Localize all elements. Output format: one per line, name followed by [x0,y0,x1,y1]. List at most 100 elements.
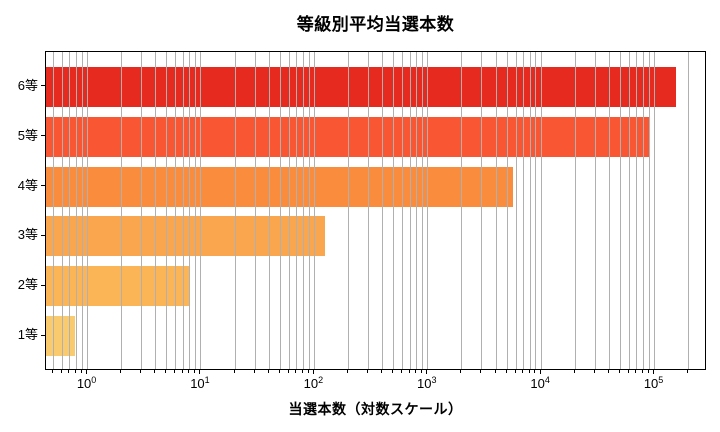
minor-gridline [268,52,270,369]
x-minor-tick-mark [278,370,280,373]
bar [46,266,190,307]
y-tick-label: 3等 [17,227,38,243]
minor-gridline [296,52,298,369]
minor-gridline [688,52,690,369]
major-gridline [654,52,656,369]
minor-gridline [506,52,508,369]
minor-gridline [481,52,483,369]
x-minor-tick-mark [494,370,496,373]
x-minor-tick-mark [381,370,383,373]
x-minor-tick-mark [460,370,462,373]
x-minor-tick-mark [618,370,620,373]
x-tick-label: 101 [190,375,210,391]
minor-gridline [348,52,349,369]
y-tick-label: 5等 [17,127,38,143]
y-tick-mark [41,135,45,137]
x-minor-tick-mark [188,370,190,373]
minor-gridline [302,52,304,369]
minor-gridline [636,52,638,369]
x-minor-tick-mark [534,370,536,373]
x-minor-tick-mark [642,370,644,373]
bar [46,216,326,257]
minor-gridline [155,52,157,369]
y-tick-mark [41,185,45,187]
minor-gridline [574,52,576,369]
x-minor-tick-mark [522,370,524,373]
minor-gridline [367,52,369,369]
minor-gridline [76,52,78,369]
x-minor-tick-mark [174,370,176,373]
x-minor-tick-mark [635,370,637,373]
minor-gridline [628,52,630,369]
minor-gridline [308,52,310,369]
y-tick-label: 4等 [17,177,38,193]
minor-gridline [594,52,596,369]
major-gridline [313,52,315,369]
x-minor-tick-mark [253,370,255,373]
x-minor-tick-mark [607,370,609,373]
minor-gridline [648,52,650,369]
x-minor-tick-mark [528,370,530,373]
y-tick-label: 1等 [17,327,38,343]
minor-gridline [189,52,191,369]
minor-gridline [495,52,497,369]
minor-gridline [416,52,418,369]
x-minor-tick-mark [514,370,516,373]
x-minor-tick-mark [366,370,368,373]
major-gridline [200,52,202,369]
plot-area [45,51,706,370]
major-gridline [427,52,429,369]
x-minor-tick-mark [392,370,394,373]
x-tick-label: 105 [643,375,664,391]
minor-gridline [523,52,525,369]
bar [46,316,76,357]
x-minor-tick-mark [415,370,417,373]
minor-gridline [61,52,63,369]
bar [46,166,513,207]
x-minor-tick-mark [295,370,297,373]
x-tick-label: 104 [530,375,550,391]
bar [46,116,650,157]
minor-gridline [195,52,197,369]
x-major-tick-mark [426,370,428,374]
minor-gridline [461,52,463,369]
minor-gridline [121,52,123,369]
x-minor-tick-mark [75,370,77,373]
x-minor-tick-mark [51,370,53,373]
x-minor-tick-mark [401,370,403,373]
minor-gridline [69,52,71,369]
minor-gridline [409,52,411,369]
minor-gridline [608,52,610,369]
bar [46,66,677,107]
x-minor-tick-mark [347,370,348,373]
minor-gridline [254,52,256,369]
x-minor-tick-mark [181,370,183,373]
x-minor-tick-mark [627,370,629,373]
minor-gridline [619,52,621,369]
x-minor-tick-mark [307,370,309,373]
x-tick-label: 100 [76,375,97,391]
x-major-tick-mark [86,370,88,374]
x-major-tick-mark [312,370,314,374]
x-minor-tick-mark [573,370,575,373]
x-axis-label: 当選本数（対数スケール） [288,401,463,417]
x-minor-tick-mark [140,370,142,373]
minor-gridline [643,52,645,369]
minor-gridline [182,52,184,369]
x-minor-tick-mark [408,370,410,373]
minor-gridline [422,52,424,369]
x-minor-tick-mark [80,370,82,373]
x-major-tick-mark [653,370,655,374]
x-tick-label: 102 [303,375,324,391]
x-minor-tick-mark [301,370,303,373]
minor-gridline [52,52,54,369]
minor-gridline [234,52,236,369]
x-minor-tick-mark [267,370,269,373]
y-tick-label: 2等 [17,277,38,293]
x-tick-label: 103 [417,375,437,391]
minor-gridline [393,52,395,369]
minor-gridline [515,52,517,369]
x-minor-tick-mark [154,370,156,373]
x-minor-tick-mark [233,370,235,373]
